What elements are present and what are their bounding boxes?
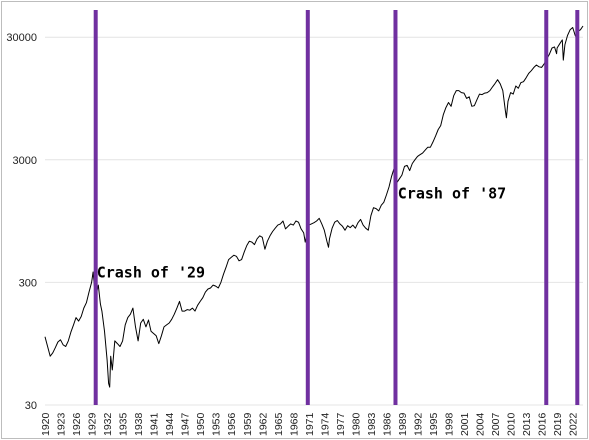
x-tick-label: 1938 xyxy=(133,412,145,436)
x-tick-label: 2013 xyxy=(521,412,533,436)
x-tick-label: 1995 xyxy=(428,412,440,436)
x-tick-label: 1980 xyxy=(350,412,362,436)
x-tick-label: 1920 xyxy=(40,412,52,436)
y-tick-label: 300 xyxy=(19,277,37,289)
y-tick-label: 3000 xyxy=(13,155,37,167)
y-axis-ticks: 30 300 3000 30000 xyxy=(6,32,37,412)
annotations: Crash of '29 Crash of '87 xyxy=(97,185,506,282)
x-tick-label: 1935 xyxy=(118,412,130,436)
series-layer xyxy=(44,25,584,388)
x-tick-label: 1932 xyxy=(102,412,114,436)
x-tick-label: 1941 xyxy=(149,412,161,436)
x-tick-label: 1923 xyxy=(56,412,68,436)
x-tick-label: 1926 xyxy=(71,412,83,436)
x-tick-label: 1974 xyxy=(319,412,331,436)
x-axis-ticks: 1920 1923 1926 1929 1932 1935 1938 1941 1944 1947… xyxy=(40,412,580,436)
x-tick-label: 2016 xyxy=(537,412,549,436)
x-tick-label: 1947 xyxy=(180,412,192,436)
x-tick-label: 2001 xyxy=(459,412,471,436)
x-tick-label: 2004 xyxy=(475,412,487,436)
x-tick-label: 1950 xyxy=(195,412,207,436)
x-tick-label: 1965 xyxy=(273,412,285,436)
x-tick-label: 2007 xyxy=(490,412,502,436)
y-tick-label: 30000 xyxy=(6,32,37,44)
x-tick-label: 1986 xyxy=(381,412,393,436)
annotation-label: Crash of '29 xyxy=(97,263,205,281)
x-tick-label: 1953 xyxy=(211,412,223,436)
gridlines xyxy=(45,36,583,406)
x-tick-label: 1956 xyxy=(226,412,238,436)
x-tick-label: 1983 xyxy=(366,412,378,436)
x-tick-label: 1989 xyxy=(397,412,409,436)
x-tick-label: 1929 xyxy=(87,412,99,436)
annotation-label: Crash of '87 xyxy=(398,185,506,203)
vertical-markers xyxy=(93,10,580,405)
x-tick-label: 1944 xyxy=(164,412,176,436)
x-tick-label: 2019 xyxy=(552,412,564,436)
series-line xyxy=(44,25,584,388)
x-tick-label: 2010 xyxy=(506,412,518,436)
y-tick-label: 30 xyxy=(25,400,37,412)
x-tick-label: 1971 xyxy=(304,412,316,436)
x-tick-label: 2022 xyxy=(568,412,580,436)
x-tick-label: 1962 xyxy=(257,412,269,436)
x-tick-label: 1992 xyxy=(412,412,424,436)
x-tick-label: 1959 xyxy=(242,412,254,436)
x-tick-label: 1998 xyxy=(444,412,456,436)
x-tick-label: 1977 xyxy=(335,412,347,436)
x-tick-label: 1968 xyxy=(288,412,300,436)
